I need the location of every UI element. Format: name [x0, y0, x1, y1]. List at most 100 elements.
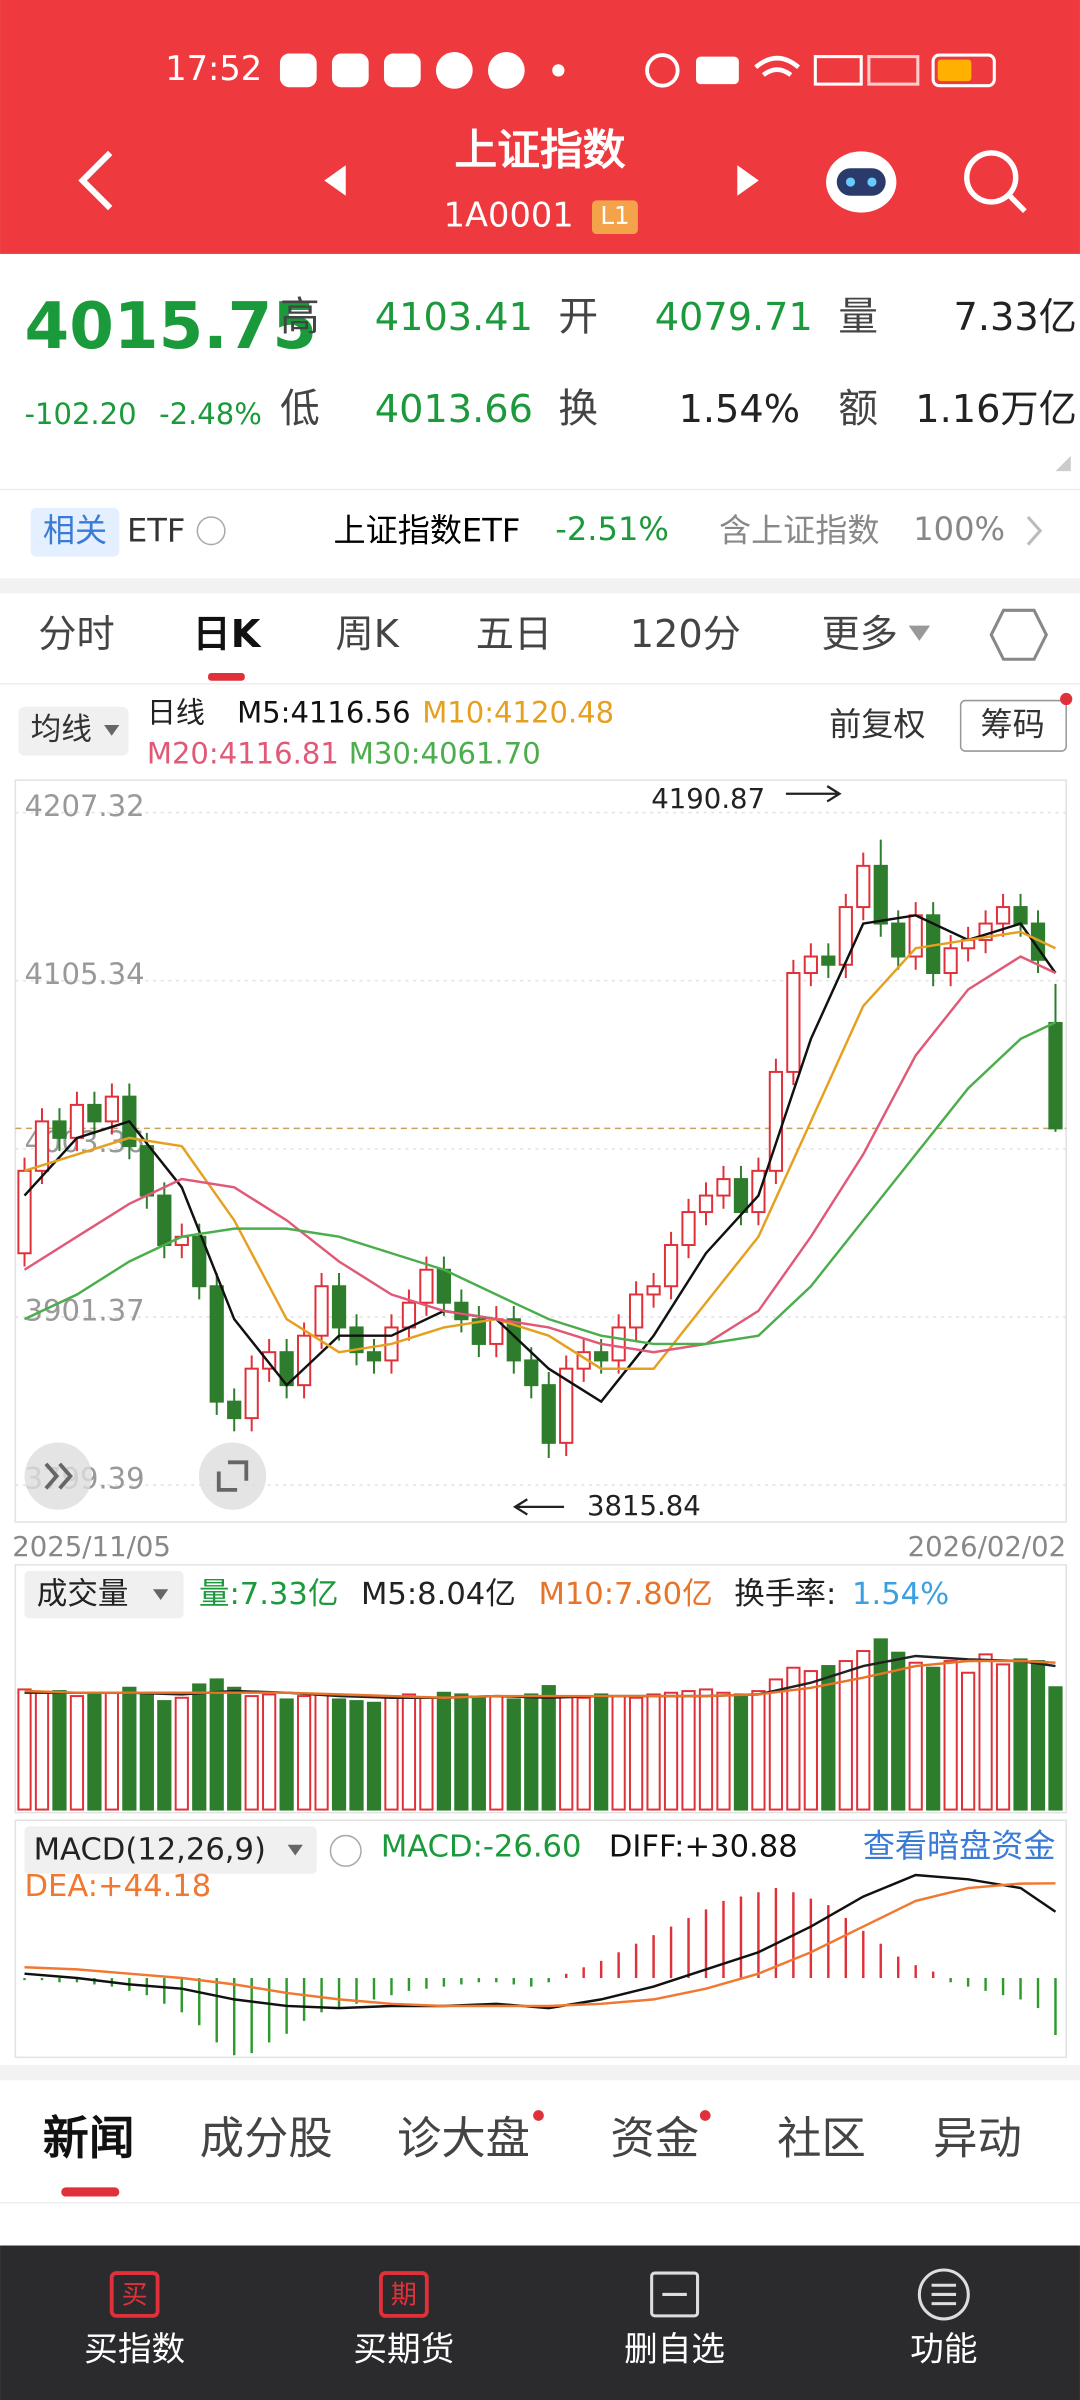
volume-bar: [628, 1696, 644, 1811]
selector[interactable]: 均线: [31, 713, 92, 748]
change-pct: -2.48%: [159, 397, 262, 431]
help-icon[interactable]: [329, 1834, 362, 1867]
candle-body: [891, 922, 906, 958]
code: 1A0001: [444, 196, 574, 235]
ma-line: [23, 955, 1057, 1354]
field-label: 量: [838, 294, 878, 340]
volume-title[interactable]: 成交量: [37, 1577, 129, 1612]
ma-legend: M30:4061.70: [349, 737, 541, 771]
volume-bar: [419, 1696, 434, 1811]
robot-button[interactable]: [826, 151, 897, 213]
volume-bar: [489, 1695, 504, 1811]
etf-row[interactable]: 相关 ETF 上证指数ETF -2.51% 含上证指数 100%: [30, 507, 1043, 557]
volume-bar: [1030, 1660, 1046, 1811]
nav-item[interactable]: 买指数: [84, 2330, 185, 2369]
candle-body: [506, 1318, 521, 1362]
nav-icon-box: [379, 2271, 429, 2318]
candle-body: [17, 1169, 32, 1255]
candle-body: [943, 947, 958, 974]
candle-body: [227, 1400, 242, 1420]
field-value: 4079.71: [655, 296, 813, 340]
tab-underline: [208, 673, 245, 681]
candle-body: [401, 1301, 417, 1329]
ma-legend: M10:4120.48: [422, 695, 614, 729]
candle-body: [716, 1178, 731, 1197]
volume-bar: [559, 1695, 574, 1811]
volume-bar: [821, 1665, 836, 1811]
volume-bar: [296, 1695, 312, 1811]
chips[interactable]: 筹码: [981, 706, 1045, 744]
tab[interactable]: 五日: [476, 613, 552, 657]
level-tag: [592, 200, 638, 235]
fullscreen-button[interactable]: [198, 1442, 267, 1510]
tab[interactable]: 日K: [192, 613, 261, 657]
macd-link[interactable]: 查看暗盘资金: [863, 1827, 1056, 1865]
volume-bar: [52, 1690, 67, 1811]
volume-bar: [663, 1691, 679, 1811]
tab[interactable]: 120分: [630, 613, 741, 657]
gap: [0, 2065, 1080, 2081]
candle-body: [262, 1351, 277, 1370]
nav-item[interactable]: 买期货: [353, 2330, 454, 2369]
volume-selector-bg[interactable]: [24, 1570, 184, 1619]
nav-item[interactable]: 删自选: [624, 2330, 725, 2369]
etf-change: -2.51%: [555, 510, 669, 548]
tab[interactable]: 更多: [821, 613, 897, 657]
volume-bar: [838, 1660, 853, 1811]
volume-bar: [908, 1661, 923, 1811]
bottom-tab[interactable]: 成分股: [200, 2113, 333, 2164]
volume-bar: [716, 1691, 731, 1811]
volume-bar: [349, 1700, 364, 1811]
candle-body: [681, 1211, 696, 1247]
macd-legend: DEA:+44.18: [25, 1869, 212, 1904]
turnover-label: 换手率:: [734, 1577, 836, 1612]
volume-bar: [331, 1698, 347, 1811]
candle-body: [873, 864, 888, 925]
field-label: 换: [558, 386, 598, 432]
badge: [533, 2110, 544, 2121]
candle-body: [69, 1103, 85, 1139]
settings-button[interactable]: [989, 608, 1049, 661]
bottom-tab[interactable]: 新闻: [43, 2111, 135, 2165]
x-end-label: 2026/02/02: [908, 1531, 1067, 1563]
bottom-tab[interactable]: 资金: [610, 2113, 699, 2164]
field-value: 1.54%: [679, 388, 800, 432]
back-button[interactable]: [78, 150, 113, 211]
expand-corner[interactable]: [1055, 455, 1071, 472]
volume-bar: [594, 1693, 609, 1811]
volume-bar: [34, 1691, 50, 1811]
macd-selector-bg[interactable]: [24, 1826, 317, 1874]
low-arrow: [512, 1498, 565, 1516]
volume-bar: [227, 1686, 242, 1811]
nav-icon-lines: [931, 2283, 957, 2306]
volume-bar: [122, 1686, 137, 1811]
prev-button[interactable]: [324, 165, 346, 196]
search-button[interactable]: [964, 150, 1027, 213]
next-button[interactable]: [737, 165, 759, 196]
bottom-tab[interactable]: 诊大盘: [397, 2113, 530, 2164]
bottom-tab[interactable]: 异动: [933, 2113, 1022, 2164]
candle-body: [611, 1326, 626, 1362]
macd-title[interactable]: MACD(12,26,9): [34, 1832, 266, 1867]
volume-bar: [926, 1666, 941, 1811]
header-bg: [0, 0, 1080, 254]
selector-bg[interactable]: [18, 706, 129, 756]
field-value: 7.33亿: [954, 296, 1077, 340]
nav-item[interactable]: 功能: [910, 2330, 977, 2369]
adjust[interactable]: 前复权: [829, 706, 925, 744]
bottom-tab[interactable]: 社区: [777, 2113, 866, 2164]
tab[interactable]: 分时: [38, 613, 114, 657]
tab[interactable]: 周K: [335, 613, 399, 657]
macd-line: [24, 1873, 1057, 2010]
nav-icon-box: [109, 2271, 160, 2318]
field-label: 低: [280, 386, 320, 432]
candle-body: [541, 1384, 556, 1444]
x-start-label: 2025/11/05: [12, 1531, 171, 1563]
volume-bar: [611, 1695, 626, 1811]
chips-button[interactable]: [959, 699, 1067, 752]
badge: [699, 2110, 711, 2121]
etf-holding-label: 含上证指数: [719, 511, 880, 549]
candle-body: [786, 972, 801, 1073]
volume-bar: [1013, 1658, 1028, 1811]
volume-bar: [646, 1693, 661, 1811]
